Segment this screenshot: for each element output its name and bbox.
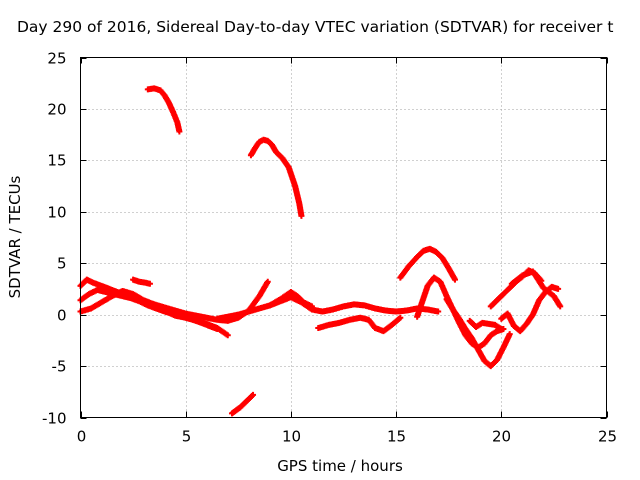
data-layer: [77, 85, 564, 417]
data-point: [506, 331, 513, 338]
data-point: [452, 276, 459, 283]
data-point: [498, 326, 505, 333]
y-tick-label: 25: [47, 50, 66, 68]
data-point: [557, 303, 564, 310]
series-arc-g: [315, 314, 404, 335]
data-point: [435, 308, 442, 315]
series-arc-f: [266, 289, 315, 310]
y-axis-label: SDTVAR / TECUs: [6, 175, 24, 298]
data-point: [224, 332, 231, 339]
y-tick-label: 10: [47, 204, 66, 222]
plot-frame: [80, 57, 607, 418]
data-point: [397, 314, 404, 321]
series-arc-c: [77, 287, 221, 333]
y-tick-label: -10: [42, 410, 67, 428]
grid: [80, 57, 607, 418]
series-arc-low: [228, 391, 257, 417]
series-arc-j: [443, 296, 513, 370]
data-point: [250, 391, 257, 398]
data-point: [264, 278, 271, 285]
series-arc-b: [77, 286, 231, 339]
axis-ticks: 0 5 10 15 20 25 -10 -5 0 5 10 15 20 25: [42, 50, 617, 446]
y-tick-label: 15: [47, 152, 66, 170]
x-tick-label: 25: [598, 428, 617, 446]
series-arc-i: [414, 274, 507, 351]
data-point: [308, 303, 315, 310]
series-arc-high-2: [247, 136, 305, 219]
series-arc-d: [130, 276, 153, 287]
y-tick-label: 0: [57, 307, 67, 325]
series-arc-k: [466, 317, 505, 333]
data-point: [146, 280, 153, 287]
x-tick-label: 15: [387, 428, 406, 446]
data-point: [298, 212, 305, 219]
y-tick-label: 5: [57, 255, 67, 273]
series-arc-n: [508, 268, 564, 310]
data-point: [214, 326, 221, 333]
series-arc-high-1: [144, 85, 183, 135]
y-tick-label: 20: [47, 101, 66, 119]
x-tick-label: 0: [77, 428, 87, 446]
x-tick-label: 20: [492, 428, 511, 446]
x-tick-label: 5: [182, 428, 192, 446]
data-point: [555, 285, 562, 292]
series-arc-h: [397, 245, 459, 283]
x-axis-label: GPS time / hours: [277, 457, 403, 475]
y-tick-label: -5: [52, 358, 67, 376]
x-tick-label: 10: [282, 428, 301, 446]
chart-title: Day 290 of 2016, Sidereal Day-to-day VTE…: [17, 18, 613, 36]
data-point: [176, 128, 183, 135]
